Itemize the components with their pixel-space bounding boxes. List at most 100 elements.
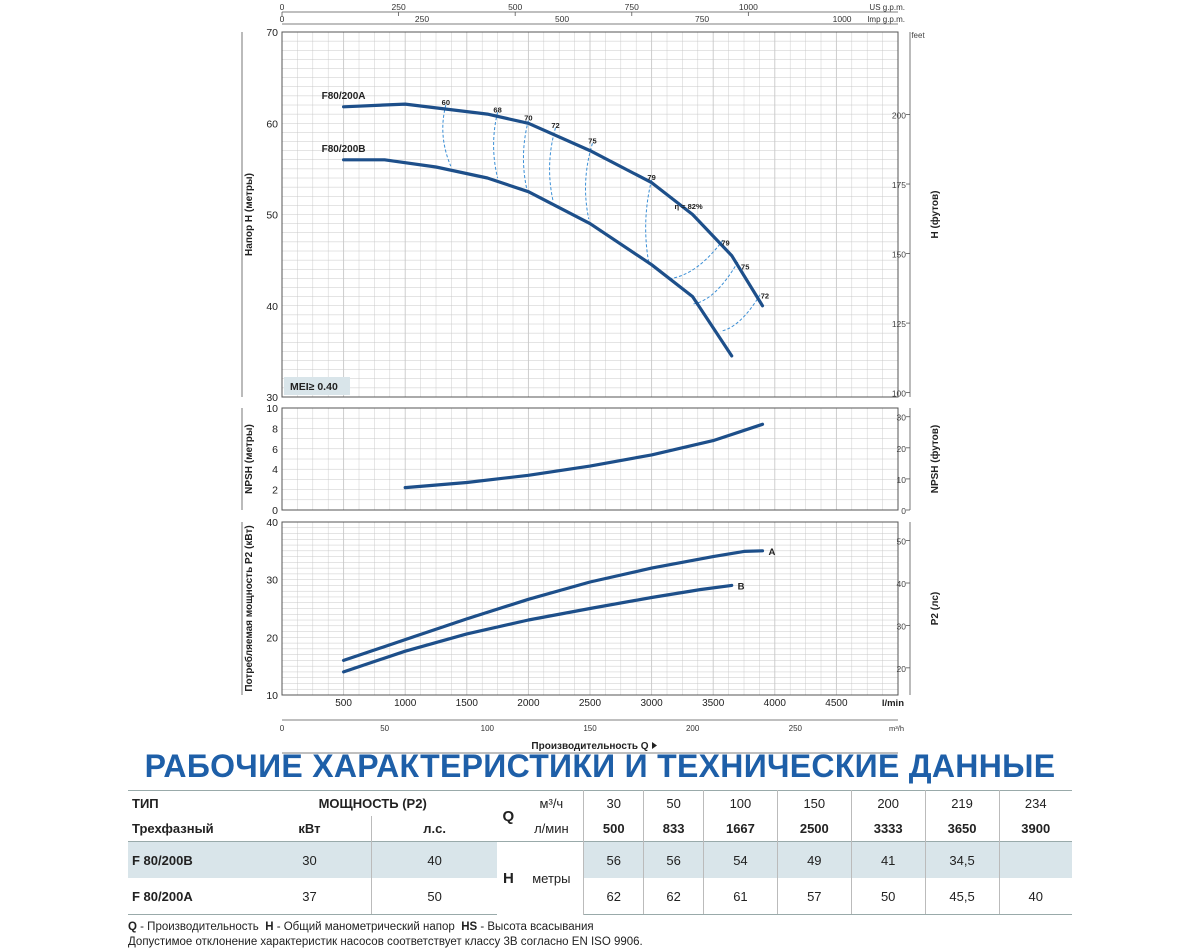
m3h-tick: 200 xyxy=(686,724,700,733)
q-m3h-cell: 219 xyxy=(925,790,1000,816)
plot-frame xyxy=(281,407,899,511)
right-tick-label: 20 xyxy=(897,444,907,454)
h-text: - Общий манометрический напор xyxy=(273,921,455,933)
hp-label: л.с. xyxy=(423,821,446,836)
imp-gpm-tick: 1000 xyxy=(833,14,852,24)
section-heading: РАБОЧИЕ ХАРАКТЕРИСТИКИ И ТЕХНИЧЕСКИЕ ДАН… xyxy=(144,748,1056,784)
efficiency-label: 60 xyxy=(442,98,450,107)
q-lmin-cell: 2500 xyxy=(777,816,852,842)
right-axis-label: H (футов) xyxy=(929,191,941,239)
y-tick-label: 50 xyxy=(266,210,278,222)
q-m3h-cell: 234 xyxy=(999,790,1072,816)
feet-unit: feet xyxy=(911,31,925,40)
x-tick-label: 4500 xyxy=(825,698,848,709)
series-label: F80/200B xyxy=(322,144,366,155)
head-cell: 45,5 xyxy=(925,878,1000,915)
us-gpm-tick: 0 xyxy=(280,2,285,12)
mei-badge-bg xyxy=(284,377,350,395)
plot-frame xyxy=(281,521,899,696)
efficiency-label: 79 xyxy=(647,173,655,182)
q-unit-m3h: м³/ч xyxy=(519,790,585,816)
efficiency-line xyxy=(720,294,761,332)
us-gpm-tick: 750 xyxy=(625,2,639,12)
imp-gpm-tick: 250 xyxy=(415,14,429,24)
efficiency-line xyxy=(671,239,724,279)
tolerance-note: Допустимое отклонение характеристик насо… xyxy=(128,936,643,948)
q-m3h-cell: 150 xyxy=(777,790,852,816)
y-tick-label: 6 xyxy=(272,444,278,456)
m3h-tick: 100 xyxy=(481,724,495,733)
right-tick-label: 10 xyxy=(897,475,907,485)
q-lmin-cell: 833 xyxy=(643,816,704,842)
performance-charts: 0 250 500 750 1000 US g.p.m.0 250 500 750 1000 Imp… xyxy=(241,2,941,754)
q-m3h-cell: 100 xyxy=(703,790,778,816)
efficiency-label: η = 82% xyxy=(674,202,702,211)
phase-label: Трехфазный xyxy=(132,821,214,836)
right-tick-label: 100 xyxy=(892,389,906,399)
power-curve-a xyxy=(342,549,765,662)
hs-key: HS xyxy=(461,921,478,933)
head-cell: 62 xyxy=(583,878,645,915)
q-m3h-cell: 30 xyxy=(583,790,645,816)
efficiency-label: 75 xyxy=(588,136,596,145)
x-tick-label: 3000 xyxy=(640,698,663,709)
head-cell: 50 xyxy=(851,878,926,915)
right-tick-label: 30 xyxy=(897,621,907,631)
power-curve-b xyxy=(342,583,734,674)
head-cell: 57 xyxy=(777,878,852,915)
y-tick-label: 10 xyxy=(266,690,278,702)
kw-label: кВт xyxy=(248,816,372,842)
efficiency-label: 75 xyxy=(741,262,749,271)
us-gpm-tick: 500 xyxy=(508,2,522,12)
series-label: B xyxy=(738,581,745,592)
head-cell: 34,5 xyxy=(925,841,1000,878)
efficiency-label: 72 xyxy=(551,121,559,130)
x-unit-lmin: l/min xyxy=(882,698,904,709)
us-gpm-tick: 250 xyxy=(392,2,406,12)
right-axis-label: P2 (лс) xyxy=(930,592,941,625)
power-kw: 30 xyxy=(248,841,372,878)
right-tick-label: 150 xyxy=(892,250,906,260)
y-tick-label: 20 xyxy=(266,632,278,644)
q-lmin-cell: 3900 xyxy=(1021,821,1051,836)
efficiency-line xyxy=(493,112,499,179)
q-lmin-cell: 1667 xyxy=(703,816,778,842)
table-row: F 80/200B 30 40 H метры 56 56 54 49 41 3… xyxy=(128,841,1072,915)
y-tick-label: 60 xyxy=(266,118,278,130)
x-tick-label: 2500 xyxy=(579,698,602,709)
q-lmin-cell: 3333 xyxy=(851,816,926,842)
power-hp: 40 xyxy=(371,841,498,878)
y-tick-label: 40 xyxy=(266,517,278,529)
power-hp: 50 xyxy=(371,878,498,915)
q-text: - Производительность xyxy=(136,921,259,933)
q-unit-lmin: л/мин xyxy=(519,816,585,842)
head-cell: 56 xyxy=(583,841,645,878)
series-label: F80/200A xyxy=(322,91,366,102)
m3h-tick: 250 xyxy=(789,724,803,733)
efficiency-line xyxy=(522,120,529,191)
us-gpm-tick: 1000 xyxy=(739,2,758,12)
right-tick-label: 175 xyxy=(892,180,906,190)
x-tick-label: 1000 xyxy=(394,698,417,709)
y-axis-label: Напор H (метры) xyxy=(244,173,255,256)
series-label: A xyxy=(768,547,775,558)
head-cell: 49 xyxy=(777,841,852,878)
q-lmin-cell: 3650 xyxy=(925,816,1000,842)
type-label: ТИП xyxy=(128,790,248,816)
x-tick-label: 500 xyxy=(335,698,352,709)
x-tick-label: 1500 xyxy=(456,698,479,709)
head-curve-b xyxy=(342,158,734,358)
y-tick-label: 30 xyxy=(266,392,278,404)
m3h-tick: 0 xyxy=(280,724,285,733)
imp-gpm-unit: Imp g.p.m. xyxy=(867,15,905,24)
us-gpm-unit: US g.p.m. xyxy=(869,3,905,12)
table-row: F 80/200A 37 50 62 62 61 57 50 45,5 40 xyxy=(128,878,1072,915)
right-tick-label: 20 xyxy=(897,664,907,674)
footnotes: Q - Производительность H - Общий маномет… xyxy=(128,920,643,950)
efficiency-line xyxy=(549,127,556,201)
q-key: Q xyxy=(128,921,137,933)
y-tick-label: 10 xyxy=(266,403,278,415)
efficiency-line xyxy=(693,261,739,305)
plot-frame xyxy=(281,31,899,398)
head-cell: 40 xyxy=(999,878,1072,915)
